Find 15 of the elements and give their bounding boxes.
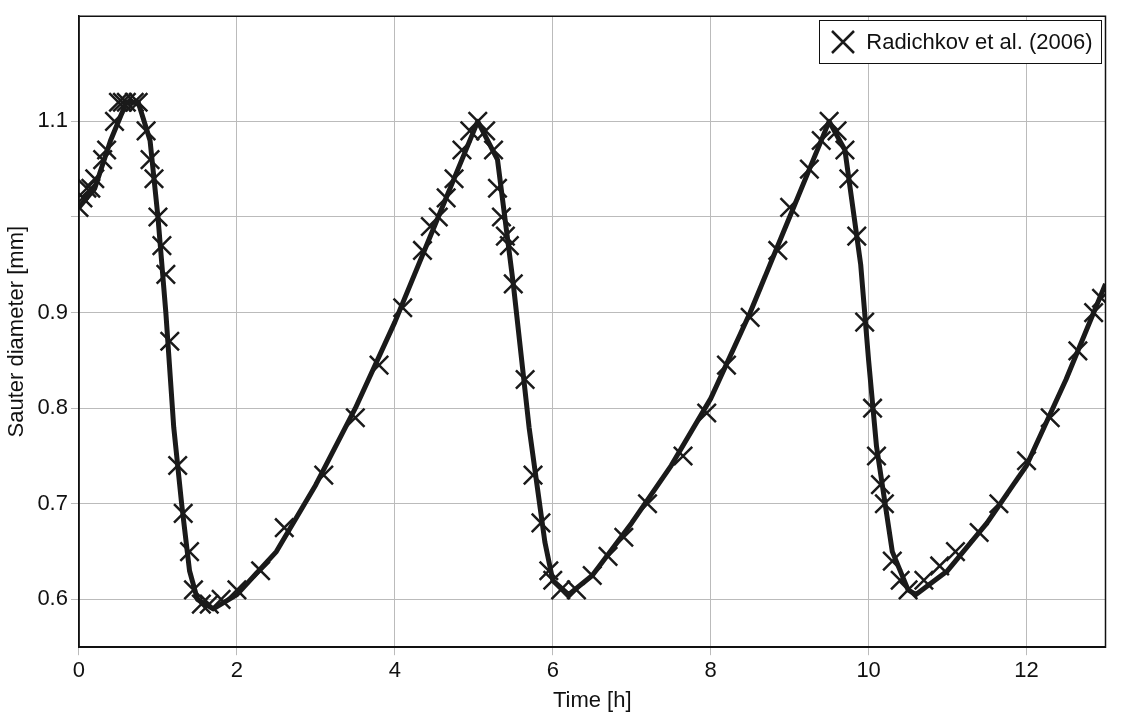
x-tick-label: 8 [704,657,717,683]
y-tick-label: 0.9 [37,298,68,324]
x-tick-label: 12 [1014,657,1039,683]
y-tick-label: 0.6 [37,585,68,611]
x-tick-label: 4 [388,657,401,683]
x-axis-title: Time [h] [552,686,632,712]
x-tick-label: 2 [230,657,244,683]
x-tick-label: 10 [856,657,881,683]
y-tick-label: 1.1 [37,107,68,133]
legend-label: Radichkov et al. (2006) [866,29,1093,56]
y-axis-title: Sauter diameter [mm] [3,225,29,438]
x-tick-label: 0 [72,657,86,683]
y-tick-label: 0.7 [37,489,68,515]
x-tick-label: 6 [546,657,559,683]
y-tick-label: 0.8 [37,394,68,420]
